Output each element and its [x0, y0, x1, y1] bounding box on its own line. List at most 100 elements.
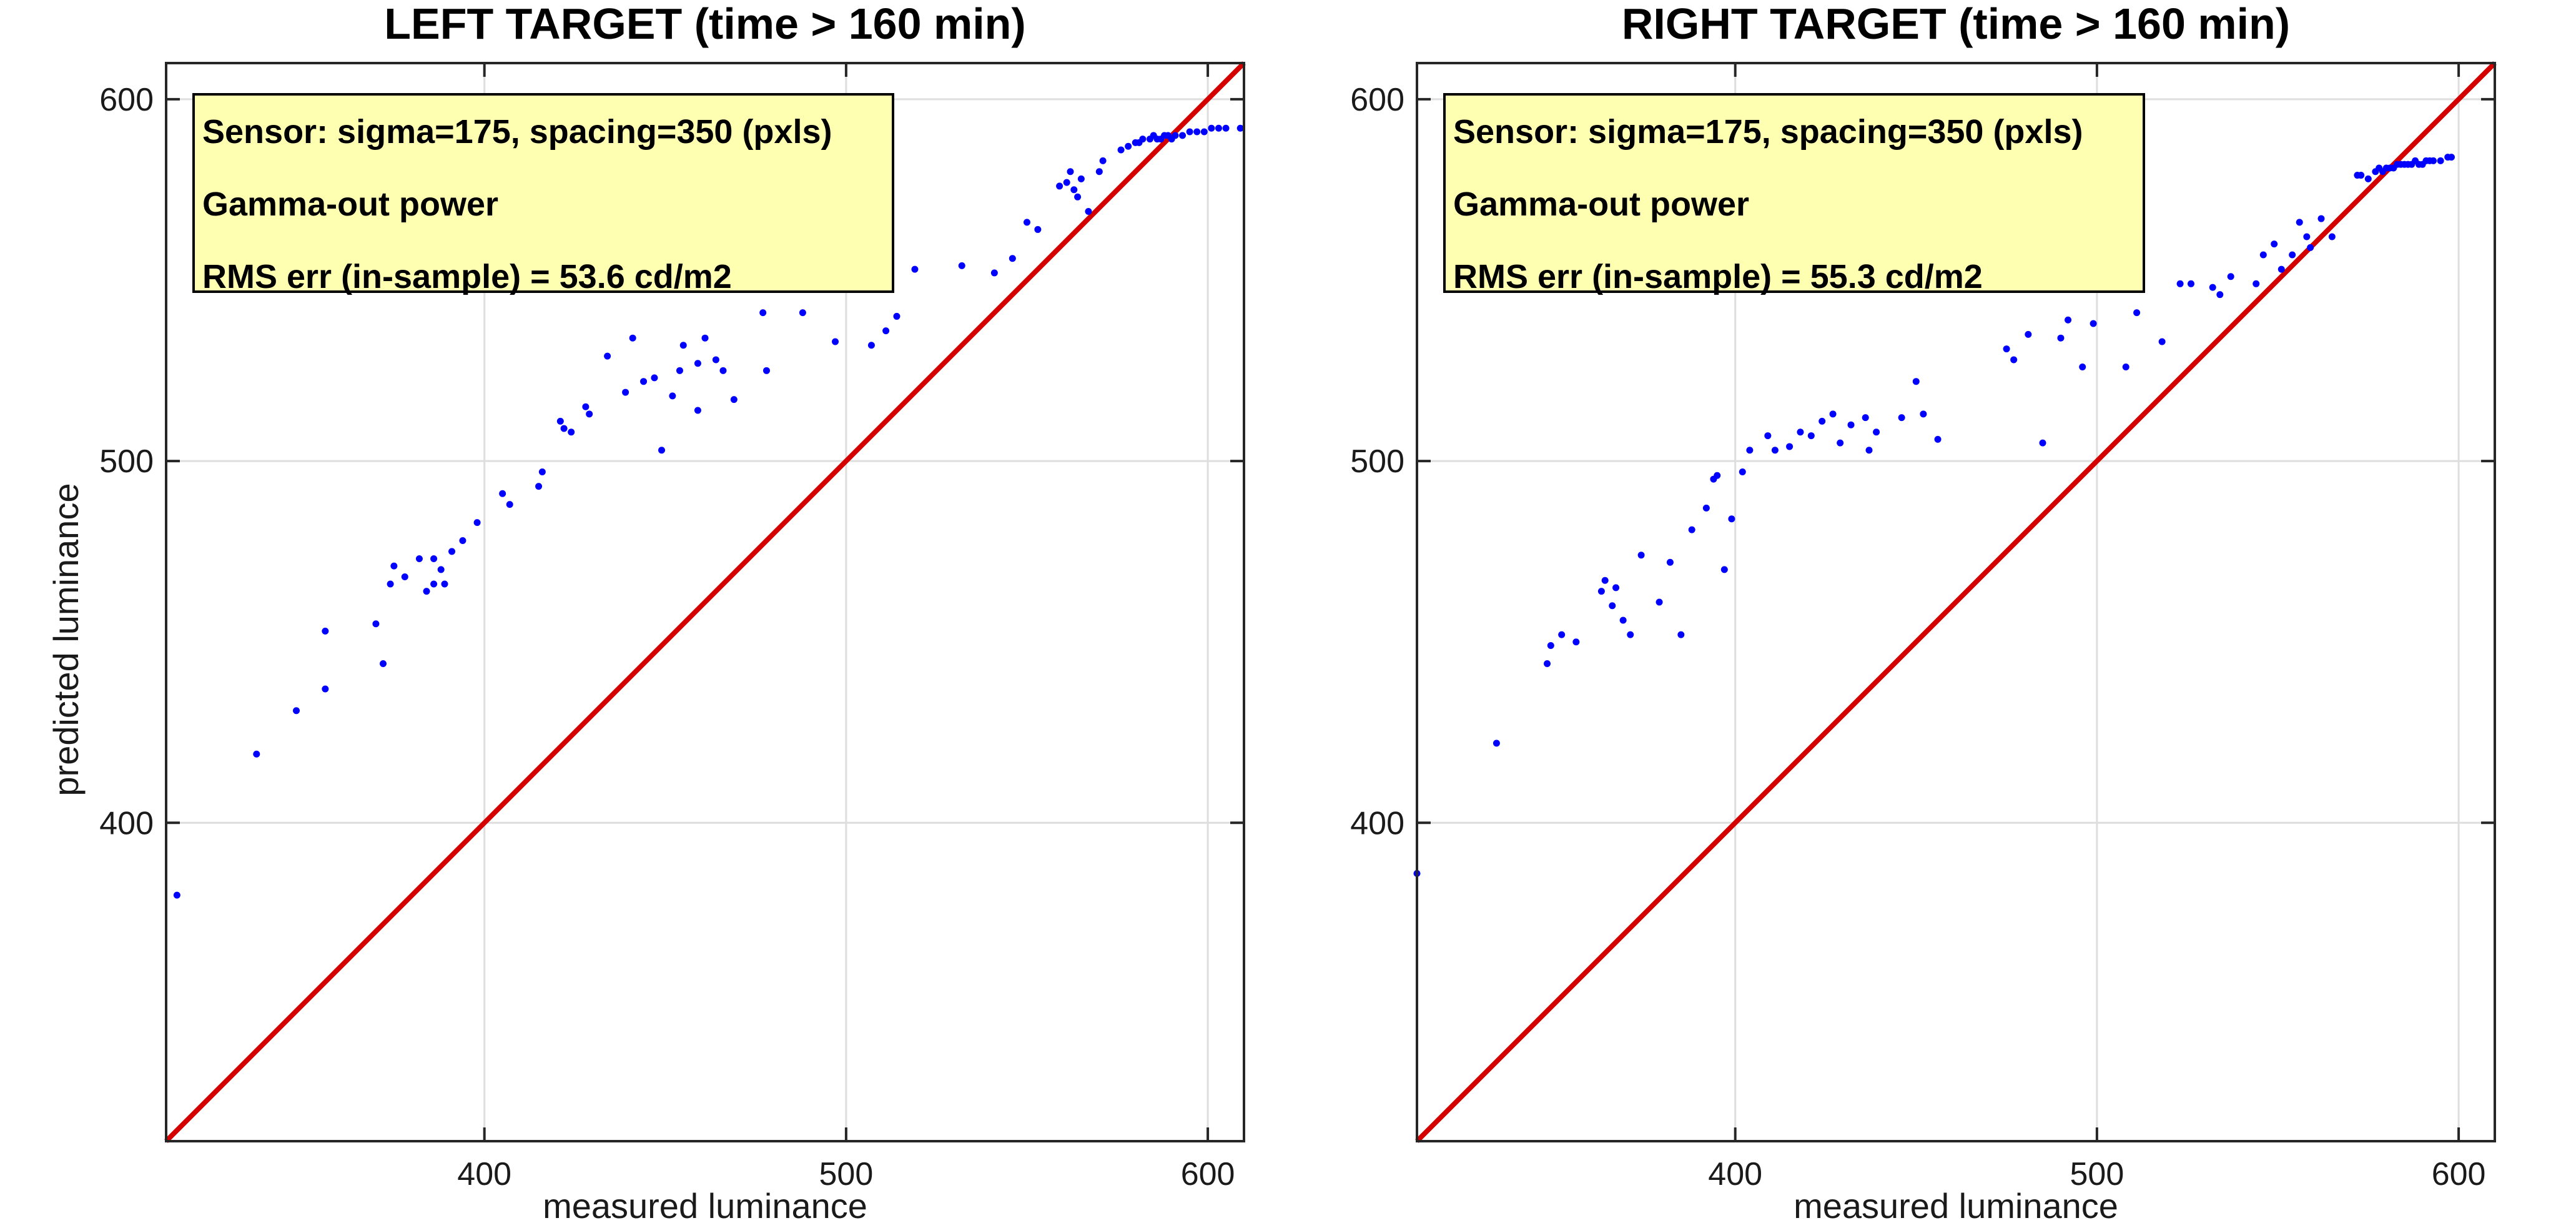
data-point — [622, 389, 629, 396]
data-point — [658, 447, 665, 454]
data-point — [1236, 124, 1244, 132]
data-point — [1117, 146, 1125, 154]
data-point — [1627, 631, 1634, 638]
data-point — [1099, 157, 1107, 164]
data-point — [2430, 157, 2437, 164]
data-point — [2437, 157, 2444, 164]
data-point — [437, 566, 445, 573]
annotation-line: RMS err (in-sample) = 53.6 cd/m2 — [202, 258, 732, 295]
y-tick-label: 400 — [99, 805, 154, 841]
data-point — [2364, 175, 2372, 182]
data-point — [1764, 432, 1772, 440]
data-point — [1034, 225, 1042, 233]
data-point — [322, 627, 329, 635]
chart-title: LEFT TARGET (time > 160 min) — [384, 0, 1025, 48]
data-point — [1837, 439, 1844, 447]
annotation-line: Gamma-out power — [202, 186, 498, 223]
data-point — [1547, 642, 1554, 650]
data-point — [441, 580, 448, 588]
data-point — [2259, 251, 2267, 259]
data-point — [893, 312, 901, 320]
data-point — [694, 360, 701, 367]
data-point — [2176, 280, 2184, 287]
x-tick-label: 600 — [2432, 1156, 2486, 1192]
x-axis-label: measured luminance — [1794, 1186, 2118, 1223]
data-point — [2003, 345, 2010, 353]
data-point — [1544, 660, 1551, 667]
data-point — [1666, 558, 1674, 566]
data-point — [1067, 168, 1074, 176]
data-point — [2039, 439, 2046, 447]
data-point — [1619, 616, 1627, 624]
data-point — [387, 580, 394, 588]
data-point — [1728, 515, 1735, 523]
data-point — [712, 356, 719, 364]
data-point — [2079, 364, 2086, 371]
data-point — [1597, 588, 1605, 595]
data-point — [2303, 233, 2311, 240]
data-point — [2187, 280, 2194, 287]
left-target-plot: 400 500 600 400 500 600 LEFT TARGET (time > 16… — [46, 0, 1246, 1223]
data-point — [2447, 154, 2455, 161]
data-point — [604, 352, 611, 360]
annotation-box — [1443, 93, 2145, 293]
data-point — [1193, 128, 1201, 136]
data-point — [2090, 320, 2097, 327]
data-point — [372, 620, 380, 628]
annotation-line: RMS err (in-sample) = 55.3 cd/m2 — [1453, 258, 1983, 295]
data-point — [1208, 124, 1215, 132]
chart-title: RIGHT TARGET (time > 160 min) — [1622, 0, 2290, 48]
data-point — [2296, 219, 2303, 226]
data-point — [506, 501, 513, 508]
data-point — [2227, 273, 2234, 280]
data-point — [2253, 280, 2260, 287]
data-point — [556, 417, 564, 425]
data-point — [423, 588, 430, 595]
identity-line — [1415, 61, 2497, 1143]
data-point — [1023, 219, 1030, 226]
data-point — [1818, 417, 1826, 425]
data-point — [582, 403, 590, 410]
data-point — [1637, 552, 1645, 559]
data-point — [1077, 175, 1085, 182]
data-point — [1074, 193, 1082, 201]
data-point — [499, 490, 506, 497]
x-tick-label: 500 — [819, 1156, 874, 1192]
data-point — [629, 334, 636, 342]
data-point — [586, 410, 593, 418]
data-point — [1786, 443, 1794, 450]
x-tick-label: 400 — [1708, 1156, 1762, 1192]
right-target-plot: 400 500 600 400 500 600 RIGHT TARGET (time > 1… — [1350, 0, 2497, 1223]
x-tick-label: 600 — [1181, 1156, 1235, 1192]
data-point — [1200, 128, 1208, 136]
data-point — [430, 555, 438, 562]
annotation-line: Sensor: sigma=175, spacing=350 (pxls) — [202, 113, 832, 151]
data-point — [430, 580, 438, 588]
data-point — [473, 519, 481, 527]
data-point — [568, 428, 575, 436]
data-point — [415, 555, 423, 562]
data-point — [1934, 435, 1942, 443]
data-point — [1898, 414, 1905, 422]
axes-box — [1416, 62, 2496, 1142]
data-point — [1139, 136, 1147, 143]
data-point — [2057, 334, 2065, 342]
data-point — [1125, 142, 1132, 150]
data-point — [2209, 284, 2216, 291]
data-point — [535, 483, 543, 490]
data-point — [2216, 291, 2224, 299]
data-point — [1739, 468, 1746, 475]
data-point — [1847, 421, 1855, 428]
data-point — [1558, 631, 1566, 638]
annotation-line: Sensor: sigma=175, spacing=350 (pxls) — [1453, 113, 2083, 151]
data-point — [560, 425, 568, 432]
data-point — [293, 707, 300, 715]
data-point — [1829, 410, 1837, 418]
data-point — [882, 327, 890, 335]
data-point — [322, 685, 329, 693]
data-point — [679, 342, 687, 349]
x-axis-label: measured luminance — [543, 1186, 867, 1223]
data-point — [2277, 265, 2285, 273]
data-point — [640, 378, 648, 385]
